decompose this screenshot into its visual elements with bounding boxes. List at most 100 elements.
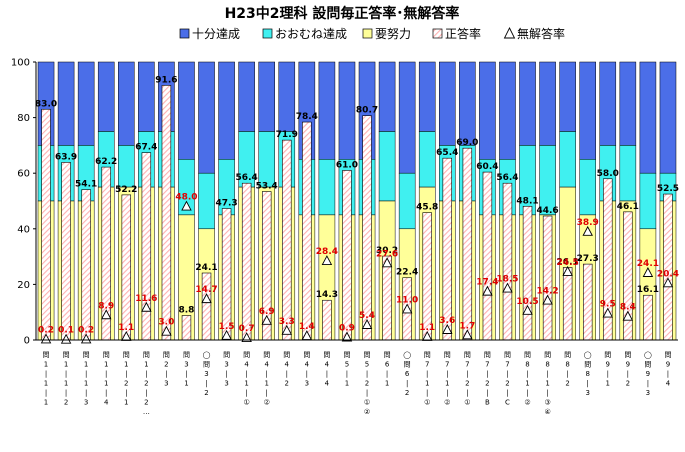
category-label-part: 4 xyxy=(305,361,310,369)
category-label-part: 2 xyxy=(164,361,168,369)
correct-rate-label: 83.0 xyxy=(35,99,57,109)
correct-rate-bar xyxy=(542,215,553,341)
correct-rate-label: 69.0 xyxy=(456,138,478,148)
category-label-part: | xyxy=(526,389,528,397)
category-label-part: 3 xyxy=(204,370,208,378)
noanswer-marker xyxy=(181,200,192,211)
legend-swatch xyxy=(262,28,273,39)
category-label-part: 1 xyxy=(84,361,88,369)
correct-rate-bar xyxy=(623,211,633,341)
category-label-part: ② xyxy=(524,399,530,407)
category-label-part: 1 xyxy=(144,361,148,369)
category-label-part: 9 xyxy=(666,361,670,369)
correct-rate-bar xyxy=(221,208,232,341)
legend-swatch xyxy=(362,28,373,39)
category-label-part: 1 xyxy=(425,380,429,388)
correct-rate-label: 80.7 xyxy=(356,106,378,116)
category-label: 問 9 | 4 xyxy=(664,351,671,388)
category-label-part: | xyxy=(587,380,589,388)
band-oomune xyxy=(118,145,135,188)
band-juubun xyxy=(398,61,416,174)
category-label-part: 問 xyxy=(183,351,190,359)
legend-swatch xyxy=(432,28,443,39)
category-label-part: | xyxy=(286,370,288,378)
correct-rate-label: 56.4 xyxy=(236,173,258,183)
category-label: 問 5 | 2 | ① ② xyxy=(364,351,371,416)
category-label-part: 5 xyxy=(345,361,349,369)
category-label-part: 問 xyxy=(364,351,371,359)
correct-rate-bar xyxy=(482,171,493,341)
category-label-part: 7 xyxy=(485,361,489,369)
correct-rate-label: 56.4 xyxy=(496,173,518,183)
category-label-part: ① xyxy=(424,399,430,407)
correct-rate-bar xyxy=(201,272,212,341)
correct-rate-label: 26.1 xyxy=(557,257,579,267)
category-label-part: 1 xyxy=(385,380,389,388)
category-label-part: 8 xyxy=(565,361,569,369)
noanswer-rate-label: 3.3 xyxy=(279,317,295,327)
noanswer-rate-label: 48.0 xyxy=(175,193,197,203)
category-label: 問 1 | 1 | 2 xyxy=(63,351,70,407)
noanswer-marker xyxy=(80,333,92,344)
category-label: 問 1 | 2 | 1 xyxy=(123,351,130,407)
category-label-part: B xyxy=(485,399,490,407)
category-label-part: | xyxy=(546,370,548,378)
noanswer-marker xyxy=(522,304,533,315)
category-label-part: 問 xyxy=(263,351,270,359)
category-label-part: | xyxy=(145,389,147,397)
category-label: 問 1 | 2 | 2… xyxy=(143,351,150,416)
category-label-part: 4 xyxy=(244,361,249,369)
category-label-part: 1 xyxy=(545,380,549,388)
correct-rate-label: 62.2 xyxy=(95,157,117,167)
category-label-part: 3 xyxy=(224,361,228,369)
correct-rate-label: 16.1 xyxy=(637,285,659,295)
band-juubun xyxy=(579,61,596,160)
category-label-part: | xyxy=(486,389,488,397)
correct-rate-bar xyxy=(322,299,332,341)
noanswer-rate-label: 3.6 xyxy=(439,316,455,326)
band-juubun xyxy=(439,61,456,146)
category-label-part: ② xyxy=(364,408,370,416)
noanswer-marker xyxy=(381,257,393,268)
category-label: 問 9 | 1 xyxy=(604,351,611,388)
category-label-part: 問 xyxy=(123,351,130,359)
band-juubun xyxy=(138,61,155,132)
category-label-part: ◯ xyxy=(203,351,211,359)
category-label-part: | xyxy=(647,380,649,388)
category-label-part: ② xyxy=(264,399,270,407)
band-juubun xyxy=(238,61,255,132)
y-tick-label: 80 xyxy=(17,113,30,124)
category-label: 問 1 | 1 | 1 xyxy=(43,351,50,407)
category-label-part: 問 xyxy=(644,361,651,369)
category-label-part: 問 xyxy=(283,351,290,359)
category-label-part: ③ xyxy=(544,399,550,407)
noanswer-marker xyxy=(562,265,573,276)
category-label-part: 1 xyxy=(244,380,248,388)
category-label: 問 8 | 1 | ③ ④ xyxy=(544,351,551,416)
y-tick-label: 0 xyxy=(24,336,30,347)
bars xyxy=(37,61,677,344)
correct-rate-label: 22.4 xyxy=(396,268,418,278)
category-label-part: | xyxy=(65,370,67,378)
category-label-part: | xyxy=(386,370,388,378)
noanswer-rate-label: 11.6 xyxy=(135,294,157,304)
category-label-part: 問 xyxy=(544,351,551,359)
category-label-part: 1 xyxy=(445,380,449,388)
category-label-part: 9 xyxy=(646,370,650,378)
correct-rate-label: 8.8 xyxy=(178,306,194,316)
legend-label: 無解答率 xyxy=(517,26,565,41)
category-label-part: ◯ xyxy=(584,351,592,359)
category-label-part: | xyxy=(105,389,107,397)
correct-rate-bar xyxy=(663,193,673,341)
legend-swatch xyxy=(179,28,190,39)
band-oomune xyxy=(318,159,336,216)
category-label-part: | xyxy=(506,370,508,378)
category-label: 問 1 | 1 | 3 xyxy=(83,351,90,407)
noanswer-rate-label: 10.5 xyxy=(516,297,538,307)
category-label-part: 問 xyxy=(584,361,591,369)
noanswer-marker xyxy=(502,282,513,293)
noanswer-rate-label: 1.4 xyxy=(299,322,315,332)
category-label: 問 8 | 2 xyxy=(564,351,571,388)
correct-rate-label: 14.3 xyxy=(316,290,338,300)
